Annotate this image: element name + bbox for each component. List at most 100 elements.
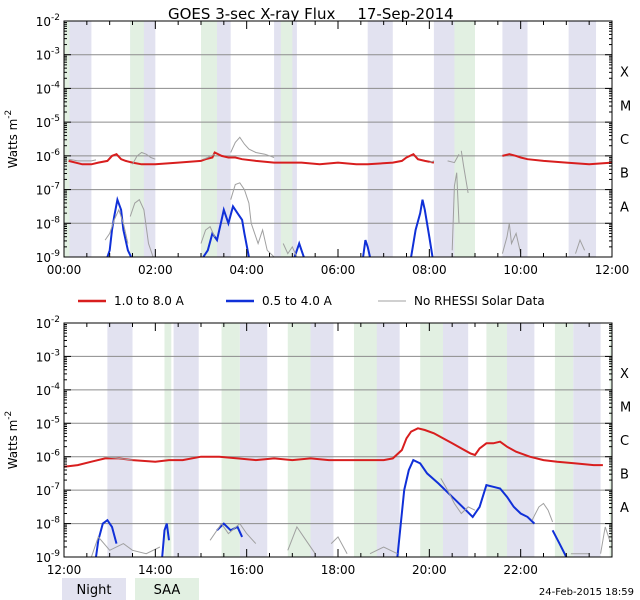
flare-class-label: M (620, 401, 631, 416)
x-tick-label: 02:00 (138, 263, 173, 277)
y-tick-label: 10-2 (36, 13, 60, 29)
y-axis-label-text: Watts m (6, 420, 20, 470)
top-panel: 10-910-810-710-610-510-410-310-2ABCMX00:… (4, 13, 631, 277)
y-tick-exponent: -9 (51, 549, 60, 559)
y-axis-label: Watts m-2 (4, 411, 20, 470)
x-tick-label: 10:00 (503, 263, 538, 277)
shading-legend-swatch (135, 578, 199, 600)
y-tick-base: 10 (36, 251, 51, 265)
x-tick-label: 00:00 (47, 263, 82, 277)
series-line-no-rhessi-solar-data (105, 456, 133, 461)
y-tick-label: 10-6 (36, 449, 61, 465)
night-band (68, 21, 92, 257)
series-line-0-5-to-4-0-a (410, 199, 434, 258)
saa-band (353, 323, 377, 557)
series-line-no-rhessi-solar-data (447, 153, 460, 164)
y-tick-exponent: -2 (51, 13, 60, 23)
y-tick-label: 10-7 (36, 482, 60, 498)
series-line-no-rhessi-solar-data (282, 243, 298, 258)
flare-class-label: B (620, 467, 629, 482)
y-tick-label: 10-3 (36, 47, 60, 63)
shading-legend-label: Night (77, 583, 112, 598)
y-tick-label: 10-7 (36, 182, 60, 198)
y-tick-base: 10 (36, 15, 51, 29)
series-line-no-rhessi-solar-data (429, 160, 435, 164)
series-line-no-rhessi-solar-data (501, 223, 522, 254)
y-tick-exponent: -7 (51, 182, 60, 192)
flare-class-label: A (620, 501, 629, 516)
saa-band (201, 21, 217, 257)
y-tick-exponent: -8 (51, 215, 60, 225)
series-line-0-5-to-4-0-a (551, 529, 568, 558)
y-tick-label: 10-8 (36, 516, 61, 532)
x-tick-label: 12:00 (47, 563, 82, 577)
night-band (374, 323, 400, 557)
y-tick-label: 10-9 (36, 549, 61, 565)
series-line-no-rhessi-solar-data (287, 525, 316, 554)
series-line-no-rhessi-solar-data (104, 208, 129, 244)
title-text: GOES 3-sec X-ray Flux (168, 5, 335, 23)
legend-label: 1.0 to 8.0 A (114, 294, 185, 308)
night-band (568, 21, 597, 257)
series-line-no-rhessi-solar-data (600, 526, 611, 554)
series-line-no-rhessi-solar-data (575, 238, 586, 254)
saa-band (130, 21, 144, 257)
saa-band (554, 323, 574, 557)
y-tick-label: 10-4 (36, 382, 61, 398)
series-line-no-rhessi-solar-data (203, 153, 215, 160)
shading-legend: Night SAA (62, 578, 199, 600)
y-tick-base: 10 (36, 518, 51, 532)
series-line-no-rhessi-solar-data (200, 225, 216, 244)
y-tick-base: 10 (36, 384, 51, 398)
y-tick-label: 10-6 (36, 148, 61, 164)
flare-class-label: B (620, 167, 629, 182)
figure-title: GOES 3-sec X-ray Flux 17-Sep-2014 (168, 5, 454, 23)
y-tick-exponent: -2 (51, 315, 60, 325)
x-tick-label: 04:00 (229, 263, 264, 277)
flare-class-label: C (620, 133, 629, 148)
bottom-panel: 10-910-810-710-610-510-410-310-2ABCMX12:… (4, 315, 631, 577)
y-tick-label: 10-3 (36, 348, 60, 364)
saa-band (164, 323, 172, 557)
series-line-0-5-to-4-0-a (362, 239, 371, 258)
y-tick-base: 10 (36, 484, 51, 498)
y-tick-base: 10 (36, 82, 51, 96)
y-tick-exponent: -5 (51, 114, 60, 124)
y-tick-base: 10 (36, 217, 51, 231)
night-band (173, 323, 199, 557)
y-tick-base: 10 (36, 350, 51, 364)
shading-legend-label: SAA (154, 583, 181, 598)
series-line-no-rhessi-solar-data (209, 522, 257, 544)
flare-class-label: A (620, 200, 629, 215)
y-axis-label: Watts m-2 (4, 110, 20, 169)
series-line-0-5-to-4-0-a (161, 523, 170, 558)
y-tick-label: 10-9 (36, 249, 61, 265)
legend-label: 0.5 to 4.0 A (262, 294, 333, 308)
series-line-0-5-to-4-0-a (202, 204, 250, 258)
flare-class-label: C (620, 434, 629, 449)
night-band (367, 21, 393, 257)
series-line-no-rhessi-solar-data (230, 136, 275, 158)
y-tick-exponent: -6 (51, 449, 60, 459)
footer-timestamp: 24-Feb-2015 18:59 (539, 587, 634, 598)
x-tick-label: 08:00 (412, 263, 447, 277)
saa-band (287, 323, 311, 557)
series-line-no-rhessi-solar-data (369, 546, 398, 555)
x-tick-label: 20:00 (412, 563, 447, 577)
y-tick-base: 10 (36, 150, 51, 164)
y-tick-exponent: -8 (51, 516, 60, 526)
y-tick-exponent: -6 (51, 148, 60, 158)
y-axis-label-exponent: -2 (4, 110, 14, 119)
y-tick-label: 10-5 (36, 415, 60, 431)
y-tick-exponent: -4 (51, 80, 60, 90)
y-tick-label: 10-2 (36, 315, 60, 331)
y-tick-base: 10 (36, 551, 51, 565)
saa-band (64, 21, 70, 257)
x-tick-label: 06:00 (321, 263, 356, 277)
y-tick-exponent: -4 (51, 382, 60, 392)
y-tick-base: 10 (36, 184, 51, 198)
y-tick-base: 10 (36, 49, 51, 63)
series-line-no-rhessi-solar-data (451, 172, 460, 251)
series-line-0-5-to-4-0-a (106, 195, 133, 258)
